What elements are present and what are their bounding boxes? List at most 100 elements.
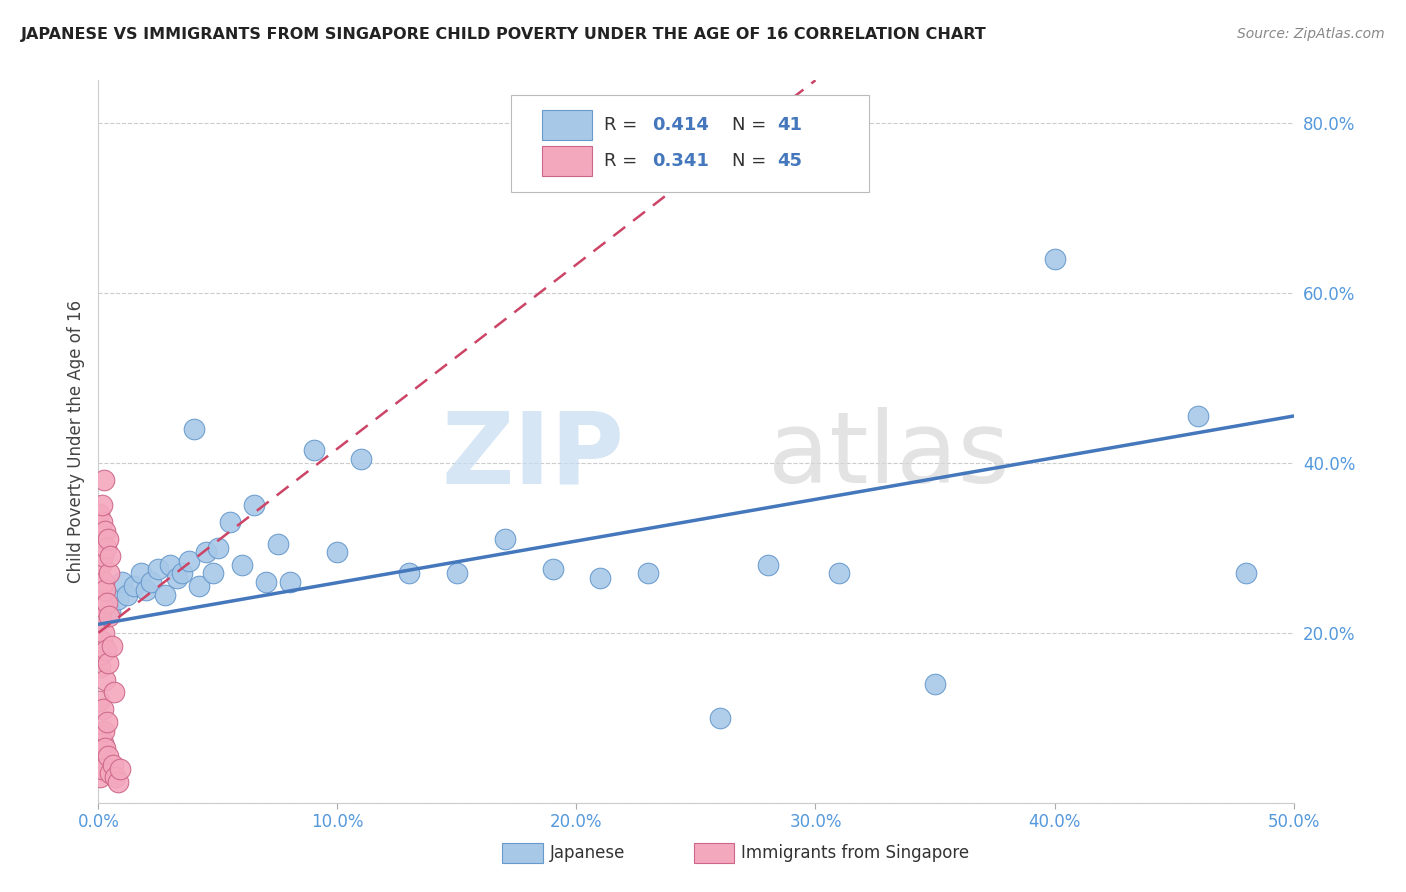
Point (541, 562, 564, 576)
Point (93, 723, 115, 738)
Point (87, 507, 110, 521)
Point (90, 762, 112, 776)
Point (709, 711, 731, 725)
Text: 0.414: 0.414 (652, 116, 709, 134)
FancyBboxPatch shape (510, 95, 869, 193)
Point (326, 545, 349, 559)
Point (131, 566, 153, 581)
Point (96, 656, 118, 670)
Point (89, 660, 111, 674)
Point (94, 642, 117, 657)
Point (91, 498, 114, 512)
Point (446, 566, 468, 581)
Point (187, 579, 209, 593)
Point (91, 549, 114, 564)
Point (94, 583, 117, 598)
Point (90, 745, 112, 759)
Point (278, 574, 301, 589)
Text: 41: 41 (778, 116, 803, 134)
Point (97, 608, 120, 623)
Point (243, 498, 266, 512)
Point (93, 702, 115, 716)
Text: Source: ZipAtlas.com: Source: ZipAtlas.com (1237, 27, 1385, 41)
Point (98, 549, 122, 564)
Point (202, 566, 225, 581)
Point (94, 740, 117, 755)
Point (302, 443, 325, 458)
Point (183, 422, 205, 436)
Point (97, 533, 120, 547)
Text: 45: 45 (778, 153, 803, 170)
Point (91, 600, 114, 615)
Point (103, 685, 125, 699)
Point (219, 516, 242, 530)
Point (207, 541, 229, 555)
Point (93, 524, 115, 538)
Point (254, 574, 277, 589)
Point (159, 558, 181, 572)
Point (115, 588, 138, 602)
Point (90, 613, 112, 627)
Point (107, 774, 129, 789)
Point (107, 591, 129, 606)
Point (195, 545, 218, 559)
Point (89, 694, 111, 708)
Point (89, 608, 111, 623)
Point (89, 770, 111, 784)
Point (101, 757, 124, 772)
Text: R =: R = (605, 153, 643, 170)
FancyBboxPatch shape (541, 110, 592, 140)
Point (98, 566, 121, 581)
Point (179, 553, 201, 567)
Point (108, 762, 131, 776)
Point (94, 541, 117, 555)
Point (166, 570, 188, 584)
Point (589, 570, 612, 584)
Point (924, 677, 946, 691)
Point (1043, 252, 1066, 266)
Point (756, 558, 779, 572)
Point (494, 533, 516, 547)
Point (100, 639, 122, 653)
FancyBboxPatch shape (541, 146, 592, 177)
Y-axis label: Child Poverty Under the Age of 16: Child Poverty Under the Age of 16 (66, 300, 84, 583)
Point (155, 588, 177, 602)
Point (828, 566, 851, 581)
Text: N =: N = (733, 153, 772, 170)
Point (94, 673, 117, 687)
Point (98, 605, 122, 619)
FancyBboxPatch shape (693, 843, 734, 863)
Point (139, 574, 162, 589)
Point (172, 566, 194, 581)
Point (89, 753, 111, 767)
Point (93, 574, 115, 589)
Text: R =: R = (605, 116, 643, 134)
Point (90, 647, 112, 661)
Point (148, 562, 170, 576)
Point (93, 625, 115, 640)
FancyBboxPatch shape (502, 843, 543, 863)
Point (90, 558, 112, 572)
Text: atlas: atlas (768, 408, 1010, 505)
Point (89, 728, 111, 742)
Point (1234, 566, 1257, 581)
Text: JAPANESE VS IMMIGRANTS FROM SINGAPORE CHILD POVERTY UNDER THE AGE OF 16 CORRELAT: JAPANESE VS IMMIGRANTS FROM SINGAPORE CH… (21, 27, 987, 42)
Point (267, 536, 290, 550)
Point (98, 766, 121, 780)
Text: Immigrants from Singapore: Immigrants from Singapore (741, 845, 970, 863)
Point (1187, 409, 1209, 423)
Point (637, 566, 659, 581)
Point (91, 579, 114, 593)
Point (96, 714, 118, 729)
Text: ZIP: ZIP (441, 408, 624, 505)
Point (90, 516, 112, 530)
Text: Japanese: Japanese (550, 845, 626, 863)
Point (231, 558, 253, 572)
Point (93, 473, 115, 487)
Point (91, 736, 114, 750)
Point (350, 451, 373, 466)
Point (91, 634, 114, 648)
Point (135, 583, 157, 598)
Point (104, 770, 127, 784)
Point (97, 749, 120, 764)
